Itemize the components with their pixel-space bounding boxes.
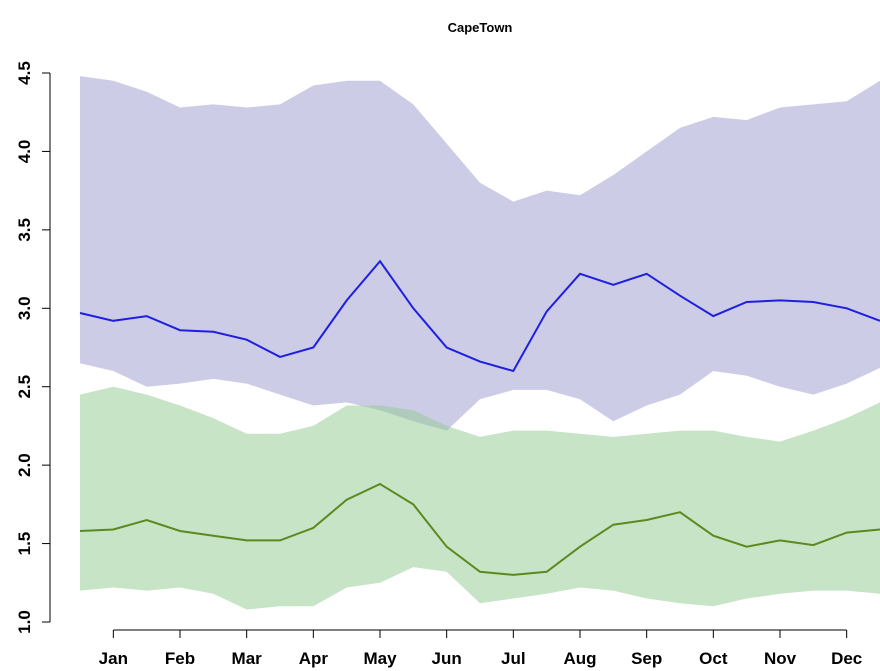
y-tick-label: 4.5 [15, 61, 34, 85]
y-tick-label: 3.5 [15, 218, 34, 242]
chart-title: CapeTown [448, 20, 513, 35]
x-tick-label: Sep [631, 649, 662, 668]
x-tick-label: Jun [432, 649, 462, 668]
y-tick-label: 1.0 [15, 610, 34, 634]
x-tick-label: Aug [563, 649, 596, 668]
line [79, 482, 880, 576]
y-tick-label: 4.0 [15, 140, 34, 164]
band [80, 76, 880, 431]
x-tick-label: Jul [501, 649, 526, 668]
y-tick-label: 3.0 [15, 296, 34, 320]
x-tick-label: Jan [99, 649, 128, 668]
x-tick-label: Oct [699, 649, 728, 668]
x-tick-label: Dec [831, 649, 862, 668]
x-tick-label: Feb [165, 649, 195, 668]
y-tick-label: 1.5 [15, 532, 34, 556]
x-tick-label: May [363, 649, 397, 668]
line [79, 259, 880, 373]
y-tick-label: 2.5 [15, 375, 34, 399]
x-tick-label: Nov [764, 649, 797, 668]
x-tick-label: Apr [299, 649, 329, 668]
x-tick-label: Mar [232, 649, 263, 668]
y-tick-label: 2.0 [15, 453, 34, 477]
band [80, 386, 880, 610]
